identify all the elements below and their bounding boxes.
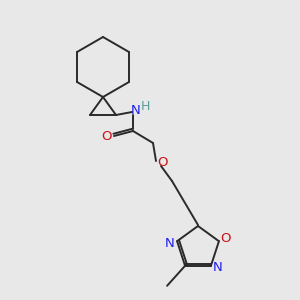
Text: H: H [140, 100, 150, 112]
Text: O: O [101, 130, 111, 142]
Text: O: O [221, 232, 231, 245]
Text: N: N [131, 104, 141, 118]
Text: N: N [165, 237, 175, 250]
Text: O: O [158, 157, 168, 169]
Text: N: N [213, 261, 223, 274]
